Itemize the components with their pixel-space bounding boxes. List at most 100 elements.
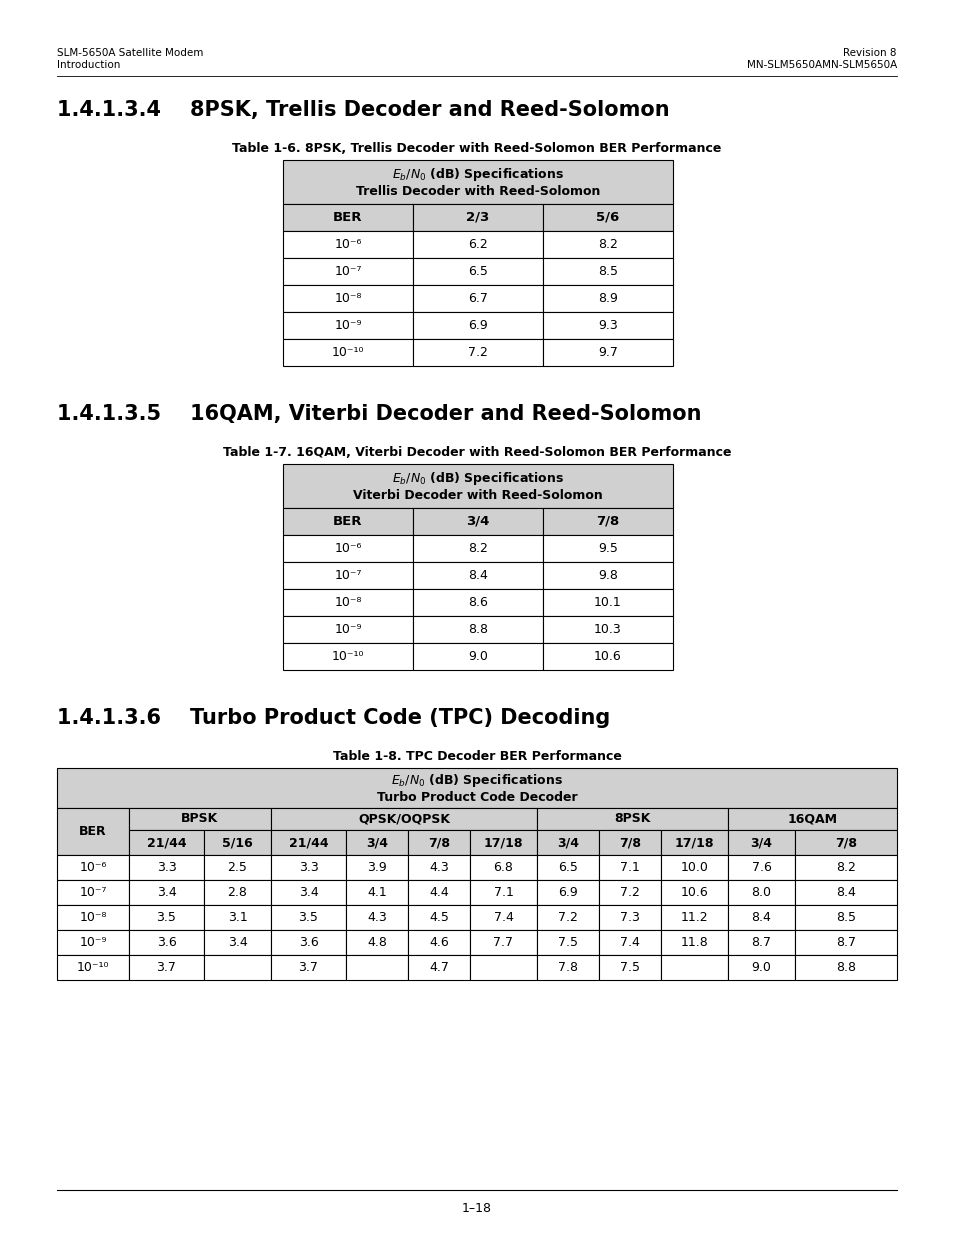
Text: 6.5: 6.5	[558, 861, 578, 874]
Bar	[598, 955, 660, 981]
Text: 9.5: 9.5	[598, 542, 618, 555]
Text: 21/44: 21/44	[147, 836, 186, 848]
Bar	[413, 312, 542, 338]
Bar	[598, 855, 660, 881]
Bar	[413, 643, 542, 671]
Bar	[271, 905, 346, 930]
Text: BER: BER	[79, 825, 107, 839]
Bar	[57, 808, 129, 855]
Bar	[537, 830, 598, 855]
Text: 3/4: 3/4	[557, 836, 578, 848]
Text: 4.4: 4.4	[429, 885, 449, 899]
Bar	[794, 830, 896, 855]
Bar	[283, 285, 413, 312]
Bar	[727, 930, 794, 955]
Bar	[727, 905, 794, 930]
Bar	[727, 881, 794, 905]
Text: 10⁻⁶: 10⁻⁶	[334, 238, 361, 251]
Text: 7.2: 7.2	[468, 346, 487, 359]
Bar	[537, 855, 598, 881]
Text: 8.4: 8.4	[751, 911, 771, 924]
Text: 7.6: 7.6	[751, 861, 771, 874]
Text: 3/4: 3/4	[466, 515, 489, 529]
Bar	[542, 643, 672, 671]
Text: 1.4.1.3.4    8PSK, Trellis Decoder and Reed-Solomon: 1.4.1.3.4 8PSK, Trellis Decoder and Reed…	[57, 100, 669, 120]
Bar	[598, 881, 660, 905]
Bar	[57, 955, 129, 981]
Text: 7.4: 7.4	[619, 936, 639, 948]
Text: 8.2: 8.2	[468, 542, 487, 555]
Text: 1–18: 1–18	[461, 1202, 492, 1214]
Text: 8.5: 8.5	[598, 266, 618, 278]
Bar	[129, 930, 204, 955]
Bar	[283, 535, 413, 562]
Text: 7.2: 7.2	[558, 911, 578, 924]
Text: 3/4: 3/4	[366, 836, 388, 848]
Bar	[660, 955, 727, 981]
Bar	[598, 930, 660, 955]
Bar	[660, 905, 727, 930]
Bar	[283, 338, 413, 366]
Bar	[283, 231, 413, 258]
Bar	[129, 905, 204, 930]
Bar	[283, 589, 413, 616]
Bar	[271, 881, 346, 905]
Bar	[57, 930, 129, 955]
Bar	[542, 508, 672, 535]
Text: 1.4.1.3.5    16QAM, Viterbi Decoder and Reed-Solomon: 1.4.1.3.5 16QAM, Viterbi Decoder and Ree…	[57, 404, 700, 424]
Bar	[346, 955, 408, 981]
Bar	[413, 562, 542, 589]
Bar	[537, 905, 598, 930]
Text: 10⁻⁷: 10⁻⁷	[79, 885, 107, 899]
Text: 7.8: 7.8	[558, 961, 578, 974]
Bar	[413, 258, 542, 285]
Bar	[129, 808, 271, 830]
Text: MN-SLM5650AMN-SLM5650A: MN-SLM5650AMN-SLM5650A	[746, 61, 896, 70]
Text: 8.6: 8.6	[468, 597, 487, 609]
Bar	[129, 855, 204, 881]
Text: 10.6: 10.6	[594, 650, 621, 663]
Text: 3.5: 3.5	[298, 911, 318, 924]
Bar	[57, 768, 896, 808]
Bar	[598, 905, 660, 930]
Text: 3.3: 3.3	[156, 861, 176, 874]
Bar	[129, 830, 204, 855]
Text: 8.7: 8.7	[835, 936, 855, 948]
Text: 4.7: 4.7	[429, 961, 449, 974]
Text: 11.8: 11.8	[679, 936, 708, 948]
Bar	[408, 955, 470, 981]
Bar	[542, 258, 672, 285]
Text: BPSK: BPSK	[181, 813, 218, 825]
Text: $E_b/N_0$ (dB) Specifications
Turbo Product Code Decoder: $E_b/N_0$ (dB) Specifications Turbo Prod…	[376, 772, 577, 804]
Text: 8.9: 8.9	[598, 291, 618, 305]
Bar	[283, 312, 413, 338]
Bar	[271, 830, 346, 855]
Bar	[537, 881, 598, 905]
Text: 10⁻⁸: 10⁻⁸	[79, 911, 107, 924]
Text: 3/4: 3/4	[750, 836, 772, 848]
Text: 3.4: 3.4	[156, 885, 176, 899]
Bar	[408, 855, 470, 881]
Bar	[542, 589, 672, 616]
Text: 1.4.1.3.6    Turbo Product Code (TPC) Decoding: 1.4.1.3.6 Turbo Product Code (TPC) Decod…	[57, 708, 610, 727]
Text: 8.8: 8.8	[468, 622, 488, 636]
Bar	[470, 905, 537, 930]
Text: 6.9: 6.9	[558, 885, 578, 899]
Bar	[413, 508, 542, 535]
Bar	[204, 830, 271, 855]
Bar	[413, 285, 542, 312]
Text: 8.7: 8.7	[751, 936, 771, 948]
Bar	[660, 855, 727, 881]
Text: 7.2: 7.2	[619, 885, 639, 899]
Bar	[470, 881, 537, 905]
Text: 4.3: 4.3	[367, 911, 387, 924]
Text: 8.4: 8.4	[835, 885, 855, 899]
Text: 6.7: 6.7	[468, 291, 487, 305]
Text: 8.2: 8.2	[598, 238, 618, 251]
Bar	[129, 955, 204, 981]
Bar	[204, 905, 271, 930]
Bar	[794, 855, 896, 881]
Text: Revision 8: Revision 8	[842, 48, 896, 58]
Bar	[413, 535, 542, 562]
Text: 10⁻⁷: 10⁻⁷	[334, 569, 361, 582]
